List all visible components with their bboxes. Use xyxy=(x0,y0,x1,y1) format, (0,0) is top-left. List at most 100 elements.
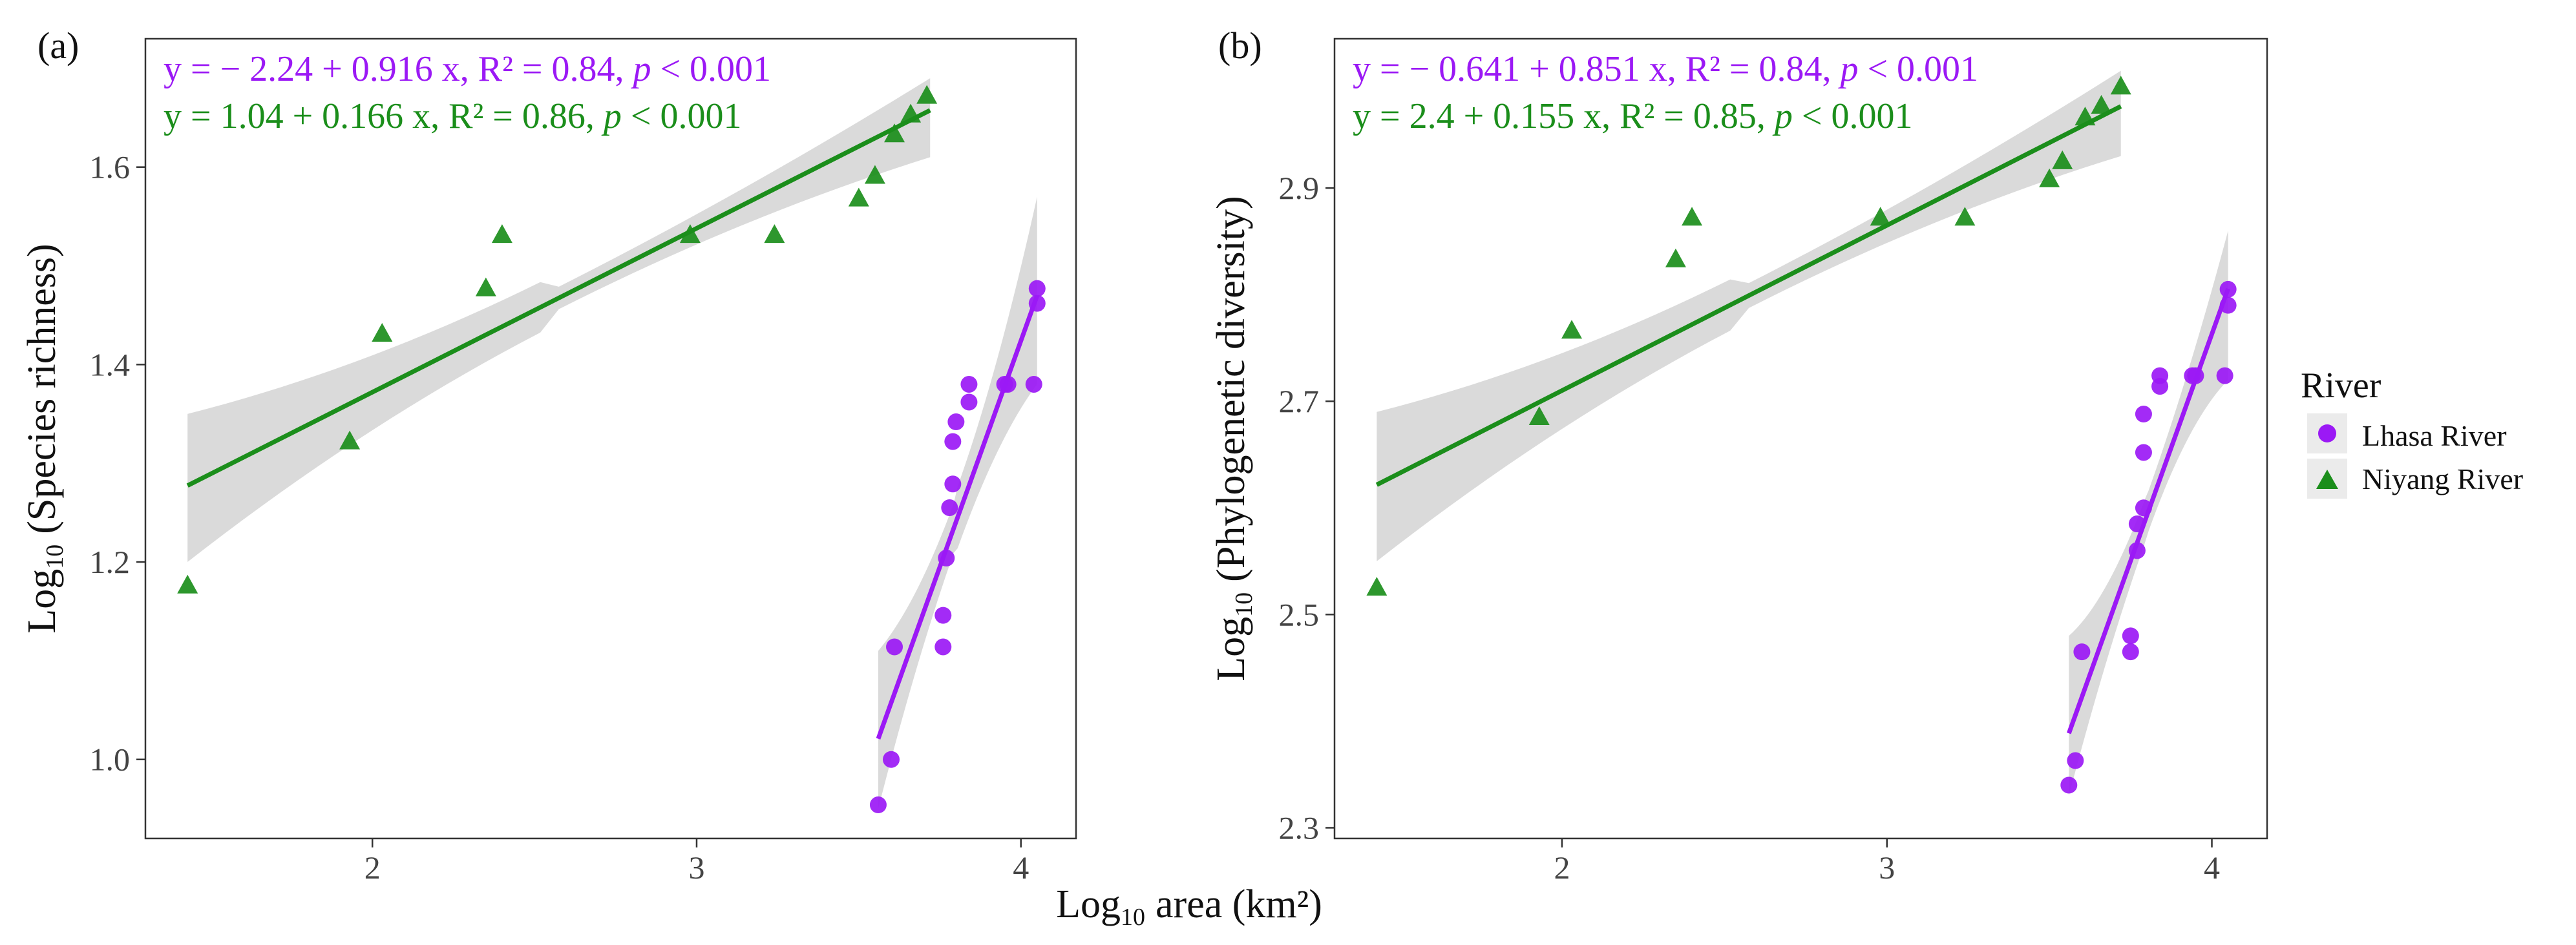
point-niyang xyxy=(1682,207,1703,226)
point-niyang xyxy=(764,224,785,244)
y-axis-label-main: Log xyxy=(1209,617,1253,681)
point-lhasa xyxy=(2187,367,2204,384)
point-niyang xyxy=(339,430,361,450)
y-tick-label: 1.6 xyxy=(90,149,131,185)
point-lhasa xyxy=(2128,542,2146,559)
y-tick-label: 2.5 xyxy=(1279,596,1320,632)
point-niyang xyxy=(2075,107,2096,126)
point-lhasa xyxy=(1028,295,1046,312)
point-niyang xyxy=(1528,406,1550,425)
equation-p: p xyxy=(1837,49,1858,89)
point-lhasa xyxy=(2135,499,2152,517)
point-niyang xyxy=(900,103,922,123)
regression-line-lhasa xyxy=(876,295,1040,740)
point-lhasa xyxy=(2216,367,2233,384)
point-lhasa xyxy=(934,607,952,624)
equation-suffix: < 0.001 xyxy=(1858,49,1978,89)
y-tick-label: 1.0 xyxy=(90,742,131,778)
point-niyang xyxy=(372,322,393,342)
y-tick-label: 2.7 xyxy=(1279,383,1320,419)
point-lhasa xyxy=(2060,776,2078,794)
point-niyang xyxy=(2091,94,2112,114)
x-tick-label: 3 xyxy=(1879,849,1895,886)
equation-p: p xyxy=(630,49,651,89)
shared-x-axis-label: Log10 area (km²) xyxy=(1056,882,1322,931)
regression-line-niyang xyxy=(186,108,931,488)
shared-x-axis-label-rest: area (km²) xyxy=(1156,882,1322,926)
point-lhasa xyxy=(2219,280,2237,298)
point-niyang xyxy=(2052,150,2073,169)
y-axis-label: Log10 (Phylogenetic diversity) xyxy=(1209,196,1258,681)
equation-prefix: y = − 2.24 + 0.916 x, R² = 0.84, xyxy=(164,49,633,89)
equation-p: p xyxy=(1772,96,1793,136)
point-niyang xyxy=(864,165,885,184)
point-niyang xyxy=(1366,577,1388,596)
point-lhasa xyxy=(944,475,962,493)
equation-lhasa: y = − 0.641 + 0.851 x, R² = 0.84, p < 0.… xyxy=(1353,49,1978,89)
point-lhasa xyxy=(934,638,952,656)
equation-lhasa: y = − 2.24 + 0.916 x, R² = 0.84, p < 0.0… xyxy=(164,49,771,89)
x-tick-label: 2 xyxy=(364,849,381,886)
point-niyang xyxy=(1954,207,1976,226)
point-lhasa xyxy=(999,375,1017,393)
point-lhasa xyxy=(944,433,962,450)
point-lhasa xyxy=(2135,444,2152,461)
equation-p: p xyxy=(601,96,622,136)
legend-title: River xyxy=(2301,366,2381,406)
point-lhasa xyxy=(1028,280,1046,297)
panel-tag: (b) xyxy=(1218,25,1262,67)
y-tick-label: 2.3 xyxy=(1279,809,1320,846)
point-niyang xyxy=(916,85,938,104)
equation-niyang: y = 2.4 + 0.155 x, R² = 0.85, p < 0.001 xyxy=(1353,96,1912,136)
plot-frame xyxy=(1333,37,2268,840)
y-axis-label-sub: 10 xyxy=(41,545,69,569)
point-niyang xyxy=(177,574,198,594)
panel-a: 2 3 4 1.0 1.2 1.4 1.6 Log10 (Species richness) (a… xyxy=(20,25,1077,886)
point-lhasa xyxy=(2128,515,2146,533)
point-niyang xyxy=(2039,168,2060,187)
point-lhasa xyxy=(883,751,900,768)
legend-key-lhasa-marker xyxy=(2318,424,2336,442)
x-tick-label: 2 xyxy=(1554,849,1570,886)
y-axis-label: Log10 (Species richness) xyxy=(20,244,69,633)
point-lhasa xyxy=(2073,643,2091,661)
point-lhasa xyxy=(2122,627,2139,645)
y-axis-label-rest: (Phylogenetic diversity) xyxy=(1209,196,1253,581)
regression-line-niyang xyxy=(1375,104,2122,487)
y-axis-label-sub: 10 xyxy=(1230,592,1258,617)
point-lhasa xyxy=(2067,752,2084,769)
point-lhasa xyxy=(938,549,955,566)
y-tick-label: 2.9 xyxy=(1279,170,1320,206)
point-lhasa xyxy=(886,638,903,656)
point-lhasa xyxy=(2122,643,2139,661)
point-lhasa xyxy=(869,796,887,814)
equation-suffix: < 0.001 xyxy=(622,96,742,136)
point-niyang xyxy=(1665,248,1686,267)
equation-prefix: y = − 0.641 + 0.851 x, R² = 0.84, xyxy=(1353,49,1840,89)
point-niyang xyxy=(1561,320,1583,339)
equation-prefix: y = 1.04 + 0.166 x, R² = 0.86, xyxy=(164,96,604,136)
x-tick-label: 3 xyxy=(688,849,704,886)
point-niyang xyxy=(491,224,512,244)
x-tick-label: 4 xyxy=(1013,849,1029,886)
confidence-band-lhasa xyxy=(878,196,1037,809)
y-tick-label: 1.2 xyxy=(90,544,131,580)
point-lhasa xyxy=(941,499,958,516)
point-lhasa xyxy=(2151,367,2169,384)
point-lhasa xyxy=(960,375,978,393)
y-tick-label: 1.4 xyxy=(90,346,131,382)
equation-niyang: y = 1.04 + 0.166 x, R² = 0.86, p < 0.001 xyxy=(164,96,741,136)
confidence-band-niyang xyxy=(1377,70,2121,561)
point-niyang xyxy=(1870,207,1891,226)
point-lhasa xyxy=(960,393,978,411)
x-tick-label: 4 xyxy=(2204,849,2220,886)
shared-x-axis-label-main: Log xyxy=(1056,882,1121,926)
equation-suffix: < 0.001 xyxy=(1793,96,1913,136)
point-niyang xyxy=(475,277,496,296)
legend: River Lhasa River Niyang River xyxy=(2301,366,2523,499)
legend-key-niyang-marker xyxy=(2316,470,2338,489)
point-lhasa xyxy=(947,413,965,431)
point-niyang xyxy=(848,187,869,207)
equation-suffix: < 0.001 xyxy=(651,49,771,89)
